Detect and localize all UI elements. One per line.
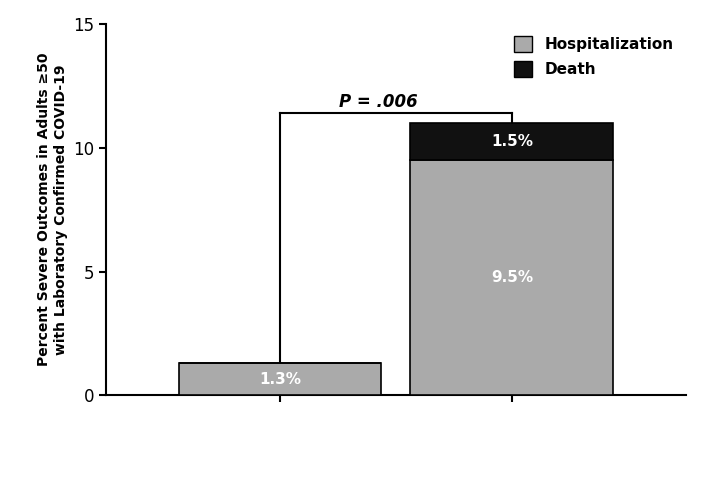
Text: 1.5%: 1.5% [491, 134, 533, 149]
Legend: Hospitalization, Death: Hospitalization, Death [509, 32, 678, 82]
Y-axis label: Percent Severe Outcomes in Adults ≥50
with Laboratory Confirmed COVID-19: Percent Severe Outcomes in Adults ≥50 wi… [37, 53, 68, 366]
Bar [411, 123, 614, 160]
Bar [411, 160, 614, 395]
Text: 1.3%: 1.3% [259, 372, 301, 387]
Text: P = .006: P = .006 [339, 93, 418, 111]
Text: 9.5%: 9.5% [491, 270, 533, 285]
Bar [178, 363, 382, 395]
